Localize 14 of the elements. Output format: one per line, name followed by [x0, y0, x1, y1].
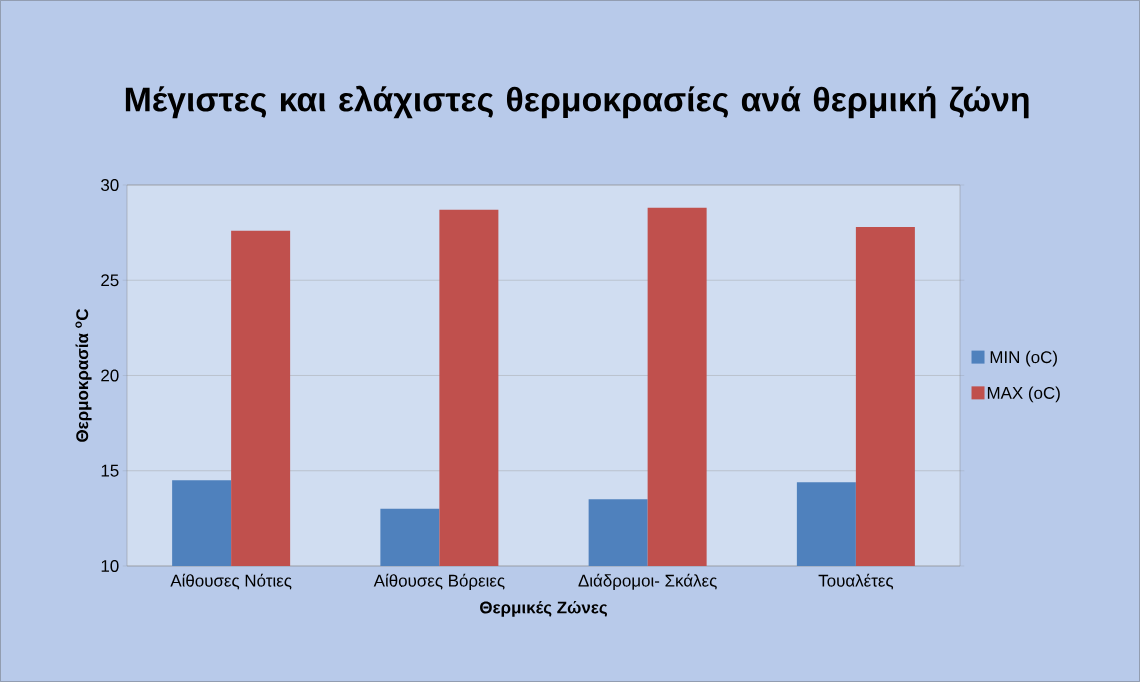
chart-title: Μέγιστες και ελάχιστες θερμοκρασίες ανά θερμική ζώνη: [125, 85, 1029, 119]
x-tick-label: Τουαλέτες: [818, 573, 894, 590]
y-tick-label: 25: [101, 274, 119, 287]
y-tick-label: 20: [101, 369, 119, 382]
legend-label: MIN (oC): [990, 350, 1057, 367]
y-axis-title: Θερμοκρασία $^{o}$C: [75, 308, 92, 442]
y-tick-label: 10: [101, 559, 119, 572]
x-tick-label: Αίθουσες Νότιες: [170, 573, 292, 590]
x-axis-title: Θερμικές Ζώνες: [480, 600, 607, 617]
y-tick-label: 15: [101, 464, 119, 477]
y-tick-label: 30: [101, 178, 119, 191]
x-tick-label: Διάδρομοι- Σκάλες: [578, 573, 717, 591]
x-tick-label: Αίθουσες Βόρειες: [373, 573, 505, 591]
legend-label: MAX (oC): [987, 386, 1060, 403]
